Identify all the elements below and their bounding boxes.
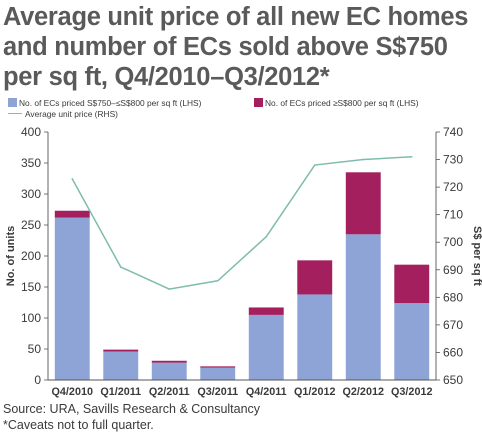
- bar-series-1-2: [151, 362, 187, 380]
- bar-series-2-6: [345, 172, 381, 235]
- point-series-3-1: [119, 266, 122, 268]
- legend-swatch-series-3: [8, 113, 22, 114]
- y2-tick-label-6: 710: [443, 208, 463, 222]
- y2-tick-label-2: 670: [443, 318, 463, 332]
- y-tick-label-3: 150: [21, 280, 41, 294]
- x-tick-label-3: Q3/2011: [197, 386, 238, 398]
- y2-tick-label-5: 700: [443, 235, 463, 249]
- point-series-3-3: [216, 280, 219, 282]
- legend-swatch-series-1: [8, 98, 17, 107]
- bar-series-2-5: [297, 260, 333, 295]
- y-axis-title: No. of units: [5, 226, 17, 287]
- legend-label-series-1: No. of ECs priced S$750–≤S$800 per sq ft…: [19, 98, 202, 108]
- y2-tick-label-8: 730: [443, 153, 463, 167]
- bar-series-1-1: [103, 351, 139, 380]
- y-tick-label-5: 250: [21, 218, 41, 232]
- y-tick-label-8: 400: [21, 125, 41, 139]
- bar-series-2-7: [394, 264, 430, 304]
- bar-series-1-5: [297, 294, 333, 380]
- x-tick-label-0: Q4/2010: [52, 386, 93, 398]
- y2-tick-label-9: 740: [443, 125, 463, 139]
- y-tick-label-1: 50: [28, 342, 42, 356]
- point-series-3-4: [265, 235, 268, 238]
- point-series-3-0: [71, 178, 74, 180]
- bar-series-2-1: [103, 349, 139, 352]
- y2-tick-label-3: 680: [443, 290, 463, 304]
- chart-plot: 0 50 100 150 200 250 300 350 400 650 660 670 680 690 7…: [5, 125, 482, 398]
- bar-series-1-4: [248, 314, 284, 380]
- legend-item-series-2: No. of ECs priced ≥S$800 per sq ft (LHS): [254, 97, 419, 109]
- point-series-3-2: [168, 288, 171, 290]
- caveat-note: *Caveats not to full quarter.: [3, 418, 154, 432]
- y-tick-label-0: 0: [34, 373, 41, 387]
- bar-series-1-0: [54, 217, 90, 380]
- y-tick-label-2: 100: [21, 311, 41, 325]
- bar-series-2-3: [200, 366, 236, 368]
- y2-tick-label-1: 660: [443, 345, 463, 359]
- bar-series-1-7: [394, 303, 430, 380]
- point-series-3-7: [410, 156, 413, 158]
- x-tick-label-2: Q2/2011: [149, 386, 190, 398]
- chart-title: Average unit price of all new EC homes a…: [3, 3, 469, 91]
- legend-item-series-3: Average unit price (RHS): [8, 108, 118, 120]
- legend-label-series-2: No. of ECs priced ≥S$800 per sq ft (LHS): [265, 98, 419, 108]
- point-series-3-6: [362, 158, 365, 161]
- y2-tick-label-4: 690: [443, 263, 463, 277]
- y-tick-label-7: 350: [21, 156, 41, 170]
- x-tick-label-5: Q1/2012: [294, 386, 335, 398]
- bar-series-1-6: [345, 234, 381, 380]
- bar-series-2-4: [248, 307, 284, 315]
- bar-series-2-2: [151, 360, 187, 363]
- x-tick-label-1: Q1/2011: [100, 386, 141, 398]
- legend-label-series-3: Average unit price (RHS): [25, 109, 118, 119]
- x-tick-label-4: Q4/2011: [246, 386, 287, 398]
- legend-item-series-1: No. of ECs priced S$750–≤S$800 per sq ft…: [8, 97, 201, 109]
- source-note: Source: URA, Savills Research & Consulta…: [3, 402, 261, 416]
- x-tick-label-7: Q3/2012: [391, 386, 432, 398]
- y2-tick-label-7: 720: [443, 180, 463, 194]
- y2-tick-label-0: 650: [443, 373, 463, 387]
- bar-series-1-3: [200, 367, 236, 380]
- y2-axis-title: S$ per sq ft: [471, 226, 482, 286]
- y-tick-label-6: 300: [21, 187, 41, 201]
- line-series-3: [71, 156, 412, 290]
- y-tick-label-4: 200: [21, 249, 41, 263]
- x-tick-label-6: Q2/2012: [343, 386, 384, 398]
- point-series-3-5: [313, 164, 316, 166]
- legend-swatch-series-2: [254, 98, 263, 107]
- bar-series-2-0: [54, 210, 90, 218]
